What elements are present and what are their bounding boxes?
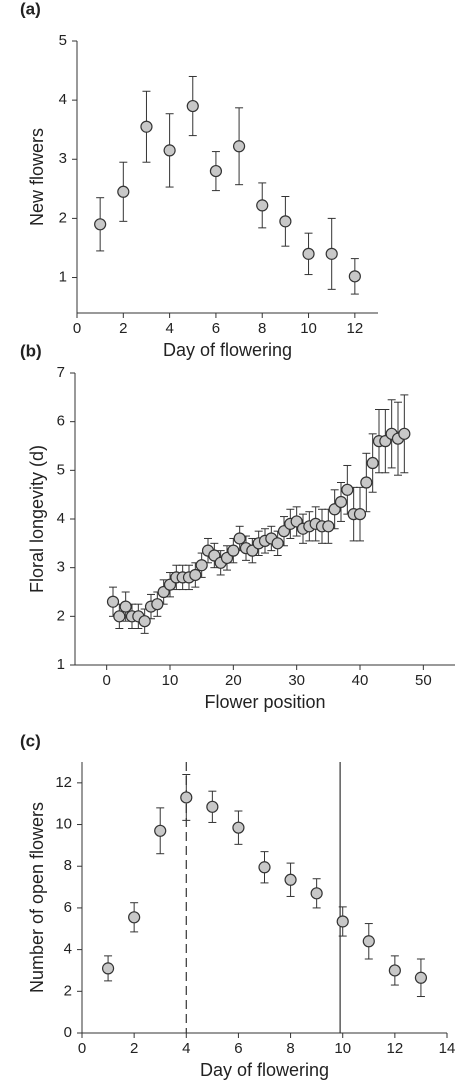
x-axis-label: Day of flowering (200, 1060, 329, 1080)
point (232, 140, 246, 153)
point (336, 915, 349, 928)
point (186, 99, 199, 113)
y-tick-label: 7 (57, 364, 65, 381)
x-tick-label: 10 (162, 672, 179, 689)
point (414, 971, 428, 984)
y-tick-label: 1 (59, 268, 67, 285)
x-tick-label: 40 (352, 672, 369, 689)
y-tick-label: 4 (57, 510, 65, 527)
point (180, 791, 193, 804)
point (209, 164, 223, 178)
point (279, 215, 292, 228)
point (348, 270, 361, 283)
point (341, 483, 354, 496)
point (189, 568, 202, 582)
point (310, 887, 323, 900)
point (128, 911, 141, 924)
x-tick-label: 0 (73, 320, 81, 337)
y-tick-label: 2 (57, 607, 65, 624)
point (366, 456, 379, 470)
point (388, 964, 401, 977)
point (195, 559, 208, 572)
y-tick-label: 3 (59, 150, 67, 167)
y-tick-label: 6 (57, 413, 65, 430)
x-tick-label: 0 (78, 1040, 86, 1057)
x-tick-label: 4 (165, 320, 173, 337)
point (302, 247, 315, 260)
y-tick-label: 1 (57, 656, 65, 673)
x-tick-label: 8 (258, 320, 266, 337)
y-tick-label: 12 (55, 774, 72, 791)
x-tick-label: 12 (387, 1040, 404, 1057)
point (154, 824, 167, 837)
x-tick-label: 20 (225, 672, 242, 689)
point (163, 144, 176, 157)
point (284, 873, 297, 886)
y-tick-label: 4 (64, 941, 72, 958)
x-tick-label: 8 (286, 1040, 294, 1057)
y-axis-label: Number of open flowers (27, 802, 47, 993)
point (101, 962, 115, 975)
y-tick-label: 6 (64, 899, 72, 916)
x-tick-label: 10 (300, 320, 317, 337)
point (325, 247, 338, 260)
x-axis-label: Flower position (204, 692, 325, 712)
panel-label: (b) (20, 341, 42, 360)
point (138, 615, 151, 628)
point (258, 861, 271, 874)
point (362, 935, 375, 948)
y-tick-label: 10 (55, 816, 72, 833)
x-tick-label: 2 (130, 1040, 138, 1057)
x-axis-label: Day of flowering (163, 340, 292, 360)
point (271, 537, 284, 550)
point (398, 427, 411, 440)
x-tick-label: 4 (182, 1040, 190, 1057)
point (322, 520, 335, 533)
point (360, 476, 373, 489)
y-tick-label: 5 (57, 461, 65, 478)
point (232, 821, 245, 834)
point (206, 800, 219, 813)
x-tick-label: 50 (415, 672, 432, 689)
x-tick-label: 0 (102, 672, 110, 689)
panel-label: (c) (20, 731, 41, 750)
panel-label: (a) (20, 0, 41, 18)
point (113, 610, 126, 623)
point (119, 600, 132, 613)
y-axis-label: New flowers (27, 128, 47, 226)
y-tick-label: 0 (64, 1024, 72, 1041)
y-tick-label: 5 (59, 32, 67, 49)
point (151, 598, 164, 611)
y-tick-label: 8 (64, 857, 72, 874)
y-tick-label: 2 (59, 209, 67, 226)
y-tick-label: 4 (59, 91, 67, 108)
x-tick-label: 14 (439, 1040, 456, 1057)
point (94, 218, 107, 231)
point (256, 199, 269, 212)
x-tick-label: 12 (347, 320, 364, 337)
point (353, 508, 367, 521)
point (106, 595, 120, 608)
point (233, 532, 246, 545)
point (117, 185, 130, 198)
x-tick-label: 6 (212, 320, 220, 337)
x-tick-label: 30 (288, 672, 305, 689)
y-tick-label: 2 (64, 982, 72, 999)
x-tick-label: 10 (334, 1040, 351, 1057)
point (227, 544, 240, 557)
x-tick-label: 2 (119, 320, 127, 337)
y-tick-label: 3 (57, 559, 65, 576)
point (334, 495, 348, 509)
y-axis-label: Floral longevity (d) (27, 445, 47, 593)
x-tick-label: 6 (234, 1040, 242, 1057)
point (140, 120, 153, 133)
